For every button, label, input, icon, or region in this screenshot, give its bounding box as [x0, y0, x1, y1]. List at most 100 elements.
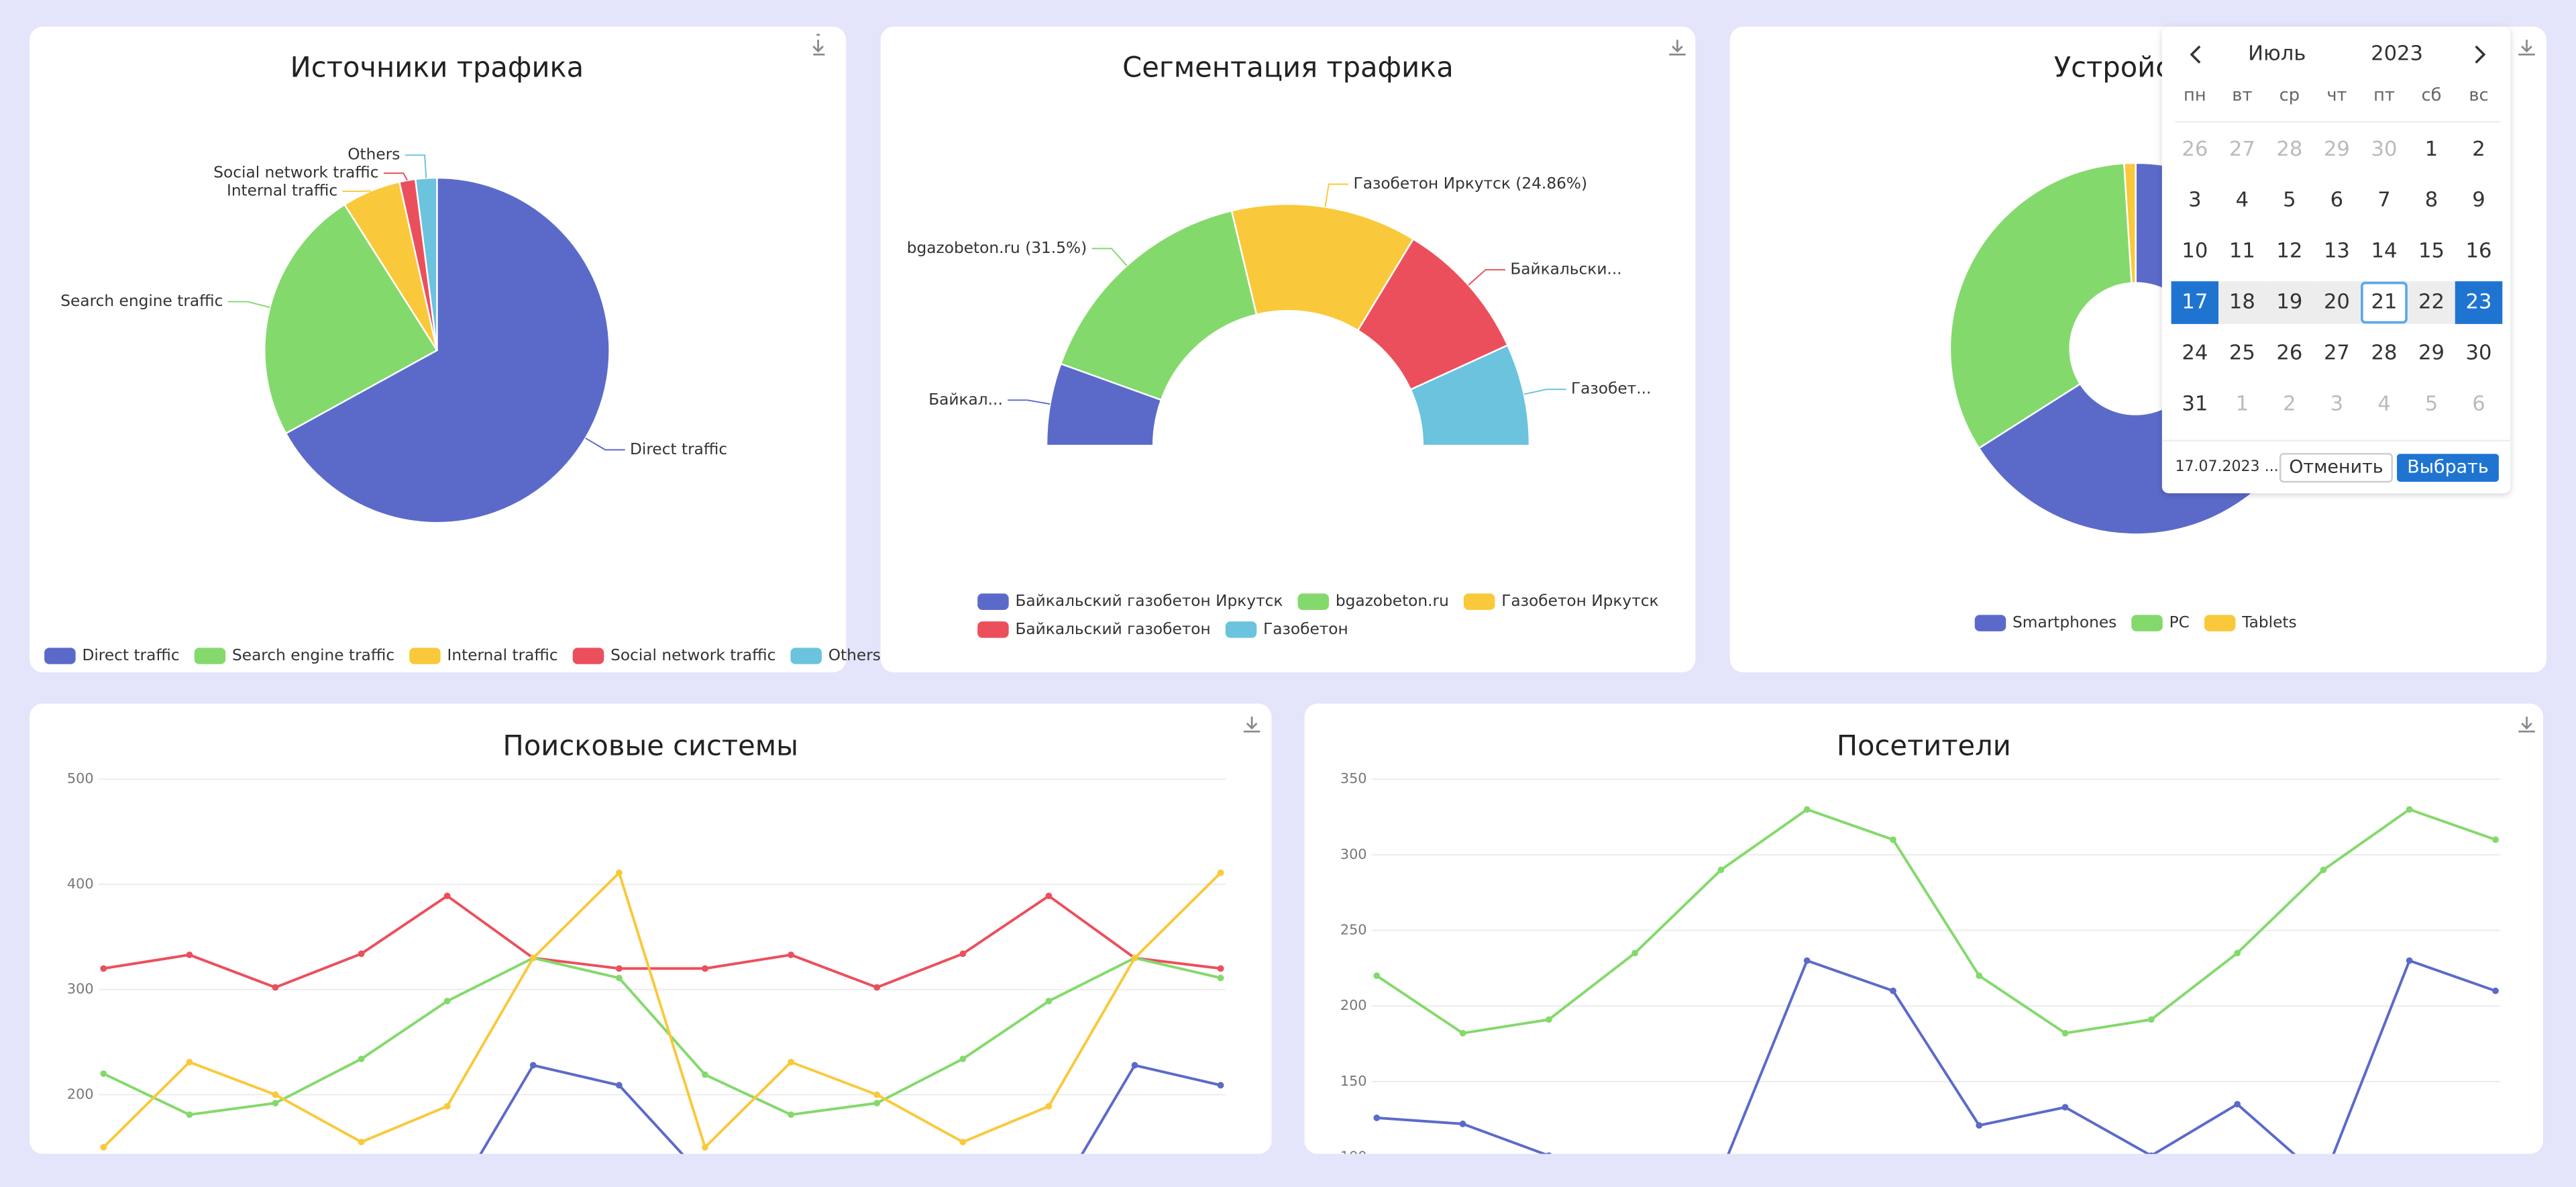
- day[interactable]: 26: [2276, 341, 2302, 364]
- selected-day: [2171, 281, 2219, 324]
- chart-search-engines: Поисковые системы 100200300400500: [67, 729, 1226, 1154]
- day[interactable]: 4: [2236, 189, 2249, 212]
- point: [702, 965, 708, 972]
- point: [1217, 869, 1224, 876]
- weekday: пт: [2373, 85, 2395, 105]
- day[interactable]: 15: [2418, 240, 2445, 263]
- day[interactable]: 9: [2472, 189, 2485, 212]
- slice: [1059, 209, 1258, 401]
- point: [873, 1100, 881, 1106]
- slice-label: Байкальски...: [1510, 260, 1621, 278]
- legend-label: Social network traffic: [610, 646, 775, 664]
- download-icon[interactable]: [2518, 717, 2535, 733]
- month[interactable]: Июль: [2248, 42, 2306, 66]
- day[interactable]: 26: [2182, 138, 2208, 161]
- range-day: [2265, 281, 2314, 324]
- leader-line: [585, 437, 625, 451]
- day[interactable]: 11: [2229, 240, 2255, 263]
- day[interactable]: 2: [2283, 392, 2296, 415]
- confirm-label[interactable]: Выбрать: [2407, 457, 2488, 478]
- slice: [1949, 162, 2133, 450]
- day[interactable]: 28: [2276, 138, 2302, 161]
- day[interactable]: 16: [2466, 240, 2492, 263]
- legend-label: Search engine traffic: [232, 646, 394, 664]
- day[interactable]: 2: [2472, 138, 2485, 161]
- day[interactable]: 8: [2425, 189, 2438, 212]
- day[interactable]: 29: [2324, 138, 2350, 161]
- slice-label: bgazobeton.ru (31.5%): [907, 239, 1087, 257]
- day[interactable]: 10: [2182, 240, 2208, 263]
- download-icon[interactable]: [812, 34, 825, 56]
- year[interactable]: 2023: [2371, 42, 2423, 66]
- point: [100, 965, 107, 972]
- point: [788, 951, 794, 958]
- day[interactable]: 3: [2330, 392, 2343, 415]
- y-tick-label: 100: [1340, 1149, 1367, 1165]
- cancel-label[interactable]: Отменить: [2289, 457, 2383, 478]
- day[interactable]: 18: [2229, 291, 2255, 314]
- day[interactable]: 20: [2324, 291, 2350, 314]
- day[interactable]: 30: [2466, 341, 2492, 364]
- day[interactable]: 14: [2371, 240, 2397, 263]
- download-icon[interactable]: [1243, 717, 1260, 733]
- y-tick-label: 350: [1340, 770, 1367, 786]
- card: [30, 703, 1272, 1154]
- point: [186, 951, 193, 958]
- legend-swatch: [790, 648, 822, 664]
- slice-label: Internal traffic: [227, 182, 337, 200]
- day[interactable]: 27: [2324, 341, 2350, 364]
- point: [2147, 1016, 2155, 1023]
- day[interactable]: 5: [2425, 392, 2438, 415]
- day[interactable]: 24: [2182, 341, 2208, 364]
- day[interactable]: 21: [2371, 291, 2397, 314]
- day[interactable]: 6: [2472, 392, 2485, 415]
- legend-label: Direct traffic: [82, 646, 179, 664]
- day[interactable]: 17: [2182, 291, 2208, 314]
- y-tick-label: 300: [1340, 846, 1367, 862]
- day[interactable]: 27: [2229, 138, 2255, 161]
- day[interactable]: 4: [2377, 392, 2390, 415]
- legend-swatch: [2131, 615, 2163, 631]
- day[interactable]: 7: [2377, 189, 2390, 212]
- legend-swatch: [44, 648, 76, 664]
- legend-label: bgazobeton.ru: [1336, 592, 1449, 610]
- point: [186, 1058, 193, 1066]
- weekday: сб: [2421, 85, 2441, 105]
- day[interactable]: 6: [2330, 189, 2343, 212]
- day[interactable]: 28: [2371, 341, 2397, 364]
- day[interactable]: 3: [2188, 189, 2201, 212]
- confirm-button[interactable]: [2397, 454, 2499, 482]
- date-picker-panel: [2161, 26, 2511, 494]
- day[interactable]: 19: [2276, 291, 2302, 314]
- chart-traffic-sources: Источники трафика Direct traffic Search e…: [44, 50, 881, 664]
- point: [2061, 1029, 2069, 1037]
- day[interactable]: 30: [2371, 138, 2397, 161]
- legend-swatch: [1974, 615, 2006, 631]
- cancel-button[interactable]: [2279, 453, 2393, 483]
- download-icon[interactable]: [2518, 40, 2535, 56]
- point: [959, 1055, 967, 1063]
- point: [788, 1111, 794, 1119]
- day[interactable]: 1: [2236, 392, 2249, 415]
- legend-swatch: [572, 648, 604, 664]
- day[interactable]: 12: [2276, 240, 2302, 263]
- download-icon[interactable]: [1669, 40, 1686, 56]
- legend-label: Байкальский газобетон: [1015, 620, 1210, 638]
- day[interactable]: 25: [2229, 341, 2255, 364]
- day[interactable]: 31: [2182, 392, 2208, 415]
- prev-month[interactable]: [2190, 45, 2201, 64]
- day[interactable]: 23: [2466, 291, 2492, 314]
- legend-swatch: [409, 648, 441, 664]
- legend-swatch: [1225, 621, 1257, 638]
- day[interactable]: 1: [2425, 138, 2438, 161]
- day[interactable]: 22: [2418, 291, 2445, 314]
- day[interactable]: 29: [2418, 341, 2445, 364]
- day[interactable]: 5: [2283, 189, 2296, 212]
- today-outline: [2361, 281, 2408, 324]
- point: [1217, 1082, 1224, 1089]
- next-month[interactable]: [2475, 45, 2486, 64]
- weekday: пн: [2184, 85, 2206, 105]
- day[interactable]: 13: [2324, 240, 2350, 263]
